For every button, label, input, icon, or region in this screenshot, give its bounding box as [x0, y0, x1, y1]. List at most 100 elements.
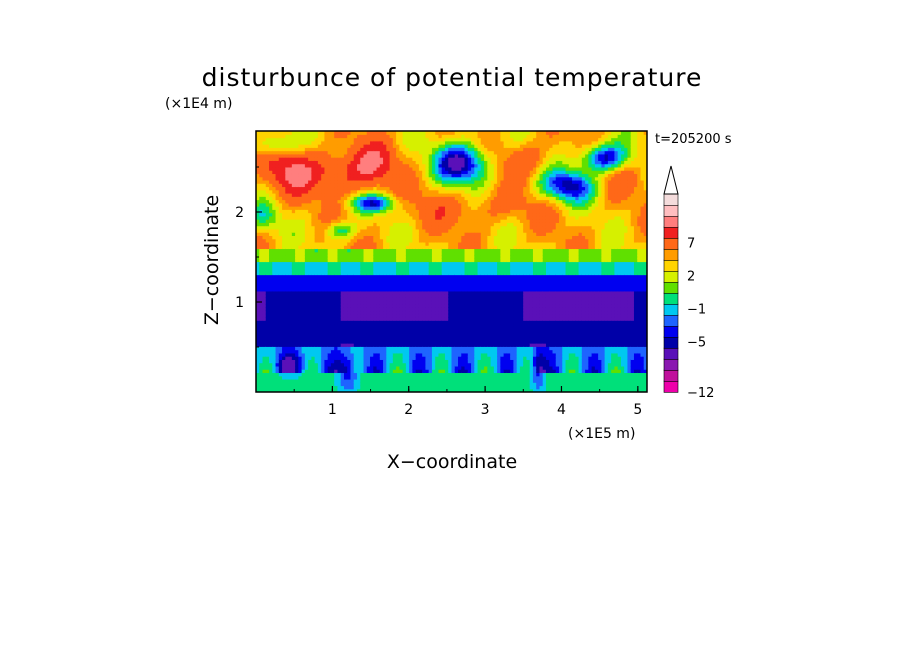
- contour-cell: [396, 245, 400, 250]
- contour-cell: [350, 238, 355, 243]
- contour-cell: [262, 245, 267, 250]
- contour-cell: [347, 281, 352, 285]
- contour-cell: [269, 163, 273, 168]
- contour-cell: [415, 192, 420, 197]
- contour-cell: [422, 349, 427, 354]
- contour-cell: [353, 274, 358, 279]
- contour-cell: [402, 209, 407, 214]
- contour-cell: [295, 297, 299, 302]
- contour-cell: [265, 313, 270, 318]
- contour-cell: [340, 320, 345, 325]
- contour-cell: [428, 170, 433, 175]
- contour-cell: [441, 316, 446, 321]
- contour-cell: [409, 212, 413, 217]
- contour-cell: [269, 333, 273, 338]
- contour-cell: [366, 238, 371, 243]
- contour-cell: [405, 131, 410, 135]
- contour-cell: [422, 186, 427, 191]
- contour-cell: [291, 336, 296, 341]
- contour-cell: [291, 222, 296, 227]
- contour-cell: [298, 362, 303, 367]
- contour-cell: [409, 313, 413, 318]
- contour-cell: [444, 313, 449, 318]
- contour-cell: [363, 330, 368, 334]
- contour-cell: [314, 248, 319, 253]
- contour-cell: [389, 336, 394, 341]
- contour-cell: [256, 326, 260, 331]
- contour-cell: [379, 160, 384, 165]
- contour-cell: [265, 212, 270, 217]
- contour-cell: [259, 303, 264, 308]
- contour-cell: [412, 287, 417, 292]
- contour-cell: [353, 330, 358, 334]
- contour-cell: [353, 352, 358, 357]
- contour-cell: [438, 274, 443, 279]
- contour-cell: [386, 196, 391, 201]
- contour-cell: [337, 362, 342, 367]
- contour-cell: [448, 196, 453, 201]
- contour-cell: [317, 333, 322, 338]
- contour-cell: [418, 339, 423, 344]
- contour-cell: [357, 339, 361, 344]
- contour-cell: [366, 140, 371, 145]
- contour-cell: [363, 150, 368, 155]
- contour-cell: [389, 268, 394, 272]
- contour-cell: [272, 320, 277, 325]
- contour-cell: [376, 258, 381, 263]
- contour-cell: [363, 336, 368, 341]
- contour-cell: [402, 147, 407, 152]
- contour-cell: [337, 326, 342, 331]
- contour-cell: [383, 189, 387, 194]
- contour-cell: [278, 131, 283, 135]
- contour-cell: [451, 378, 456, 383]
- contour-cell: [298, 196, 303, 201]
- contour-cell: [353, 166, 358, 171]
- contour-cell: [350, 222, 355, 227]
- contour-cell: [288, 320, 293, 325]
- contour-cell: [422, 183, 427, 188]
- contour-cell: [340, 365, 345, 370]
- contour-cell: [269, 153, 273, 158]
- contour-cell: [357, 320, 361, 325]
- contour-cell: [327, 202, 332, 207]
- contour-cell: [304, 300, 309, 305]
- contour-cell: [405, 300, 410, 305]
- contour-cell: [291, 330, 296, 334]
- contour-cell: [337, 388, 342, 392]
- contour-cell: [422, 166, 427, 171]
- contour-cell: [370, 186, 374, 191]
- contour-cell: [415, 277, 420, 282]
- contour-cell: [370, 245, 374, 250]
- contour-cell: [311, 382, 316, 387]
- contour-cell: [392, 336, 397, 341]
- contour-cell: [282, 320, 286, 325]
- contour-cell: [272, 264, 277, 269]
- contour-cell: [425, 176, 430, 181]
- contour-cell: [269, 356, 273, 360]
- contour-cell: [428, 176, 433, 181]
- contour-cell: [399, 140, 404, 145]
- contour-cell: [265, 238, 270, 243]
- contour-cell: [259, 281, 264, 285]
- contour-cell: [353, 157, 358, 161]
- contour-cell: [278, 241, 283, 246]
- contour-cell: [389, 199, 394, 204]
- contour-cell: [304, 290, 309, 295]
- contour-cell: [370, 179, 374, 184]
- contour-cell: [347, 183, 352, 188]
- contour-cell: [311, 333, 316, 338]
- contour-cell: [327, 349, 332, 354]
- contour-cell: [347, 320, 352, 325]
- contour-cell: [311, 297, 316, 302]
- contour-cell: [448, 245, 453, 250]
- contour-cell: [422, 287, 427, 292]
- contour-cell: [435, 147, 440, 152]
- contour-cell: [265, 215, 270, 220]
- contour-cell: [269, 372, 273, 377]
- contour-cell: [262, 294, 267, 298]
- contour-cell: [311, 189, 316, 194]
- contour-cell: [392, 258, 397, 263]
- contour-cell: [357, 388, 361, 392]
- contour-cell: [317, 147, 322, 152]
- contour-cell: [357, 134, 361, 139]
